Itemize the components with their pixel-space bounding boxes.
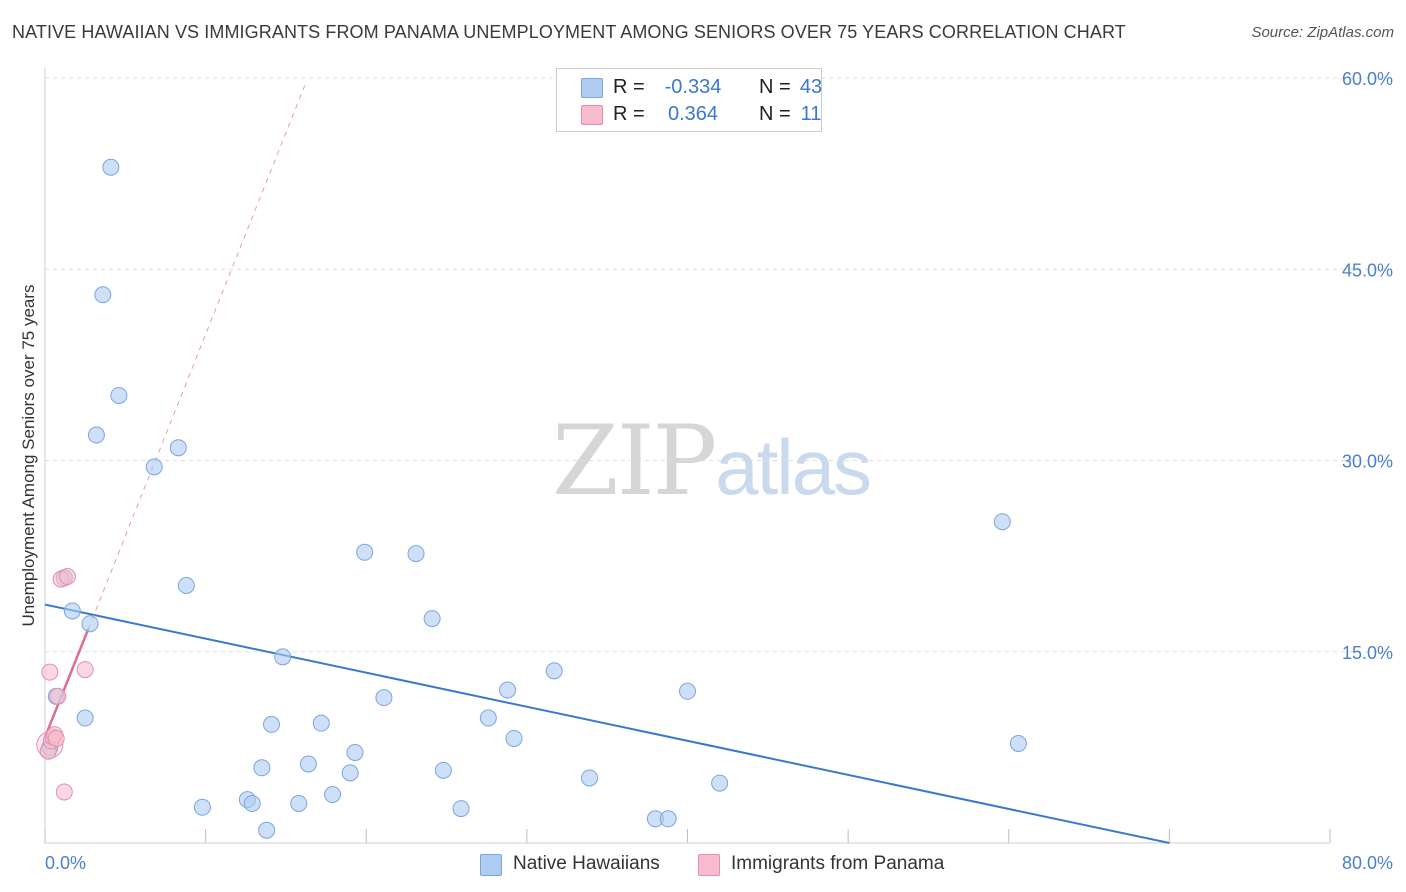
data-point-native-hawaiian — [94, 286, 112, 304]
data-point-native-hawaiian — [659, 810, 677, 828]
trend-line-panama — [43, 628, 90, 738]
data-point-panama — [76, 661, 94, 679]
chart-title: NATIVE HAWAIIAN VS IMMIGRANTS FROM PANAM… — [12, 22, 1126, 42]
data-point-native-hawaiian — [993, 513, 1011, 531]
legend-swatch-pink — [581, 105, 603, 125]
data-point-native-hawaiian — [299, 755, 317, 773]
data-point-native-hawaiian — [434, 761, 452, 779]
data-point-native-hawaiian — [407, 545, 425, 563]
data-point-native-hawaiian — [145, 458, 163, 476]
data-point-native-hawaiian — [356, 543, 374, 561]
grid-lines — [45, 77, 1392, 653]
legend-label: Native Hawaiians — [513, 853, 660, 874]
legend-n-label: N = — [759, 103, 791, 125]
tick-labels: 15.0% 30.0% 45.0% 60.0% 0.0% 80.0% Unemploymen… — [19, 69, 1393, 873]
data-point-native-hawaiian — [423, 610, 441, 628]
data-point-native-hawaiian — [346, 743, 364, 761]
x-tick-label: 80.0% — [1342, 853, 1393, 873]
legend-n-value: 43 — [799, 76, 823, 98]
data-point-native-hawaiian — [290, 794, 308, 812]
legend-swatch-pink — [698, 854, 720, 876]
y-tick-label: 15.0% — [1342, 643, 1393, 663]
data-point-native-hawaiian — [545, 662, 563, 680]
data-point-native-hawaiian — [479, 709, 497, 727]
y-tick-label: 60.0% — [1342, 69, 1393, 89]
data-point-native-hawaiian — [253, 759, 271, 777]
data-point-native-hawaiian — [341, 764, 359, 782]
watermark-atlas: atlas — [715, 423, 872, 511]
data-point-panama — [55, 783, 73, 801]
legend-r-value: -0.334 — [664, 76, 722, 98]
data-point-native-hawaiian — [312, 714, 330, 732]
x-tick-label: 0.0% — [45, 853, 86, 873]
trend-lines — [43, 84, 1170, 844]
data-point-native-hawaiian — [177, 576, 195, 594]
legend-n-label: N = — [759, 76, 791, 98]
data-point-native-hawaiian — [110, 386, 128, 404]
data-point-native-hawaiian — [679, 682, 696, 700]
data-point-native-hawaiian — [258, 821, 276, 839]
data-point-native-hawaiian — [452, 800, 470, 818]
data-point-native-hawaiian — [76, 709, 94, 727]
data-point-native-hawaiian — [81, 615, 99, 633]
watermark-zip: ZIP — [552, 405, 717, 517]
data-point-native-hawaiian — [243, 794, 261, 812]
data-point-panama — [47, 729, 65, 747]
data-point-native-hawaiian — [375, 689, 393, 707]
trend-line-native-hawaiians — [44, 603, 1170, 844]
data-point-panama — [41, 663, 59, 681]
data-point-native-hawaiian — [193, 798, 211, 816]
data-point-native-hawaiian — [1009, 735, 1027, 753]
data-point-native-hawaiian — [505, 729, 523, 747]
data-points — [36, 158, 1027, 839]
correlation-legend: R = -0.334 N = 43 R = 0.364 N = 11 — [556, 68, 822, 132]
legend-n-value: 11 — [800, 103, 822, 125]
axes — [44, 68, 1331, 844]
source-label: Source: ZipAtlas.com — [1251, 24, 1394, 41]
data-point-native-hawaiian — [102, 158, 120, 176]
watermark: ZIPatlas — [552, 405, 872, 517]
data-point-native-hawaiian — [262, 715, 280, 733]
data-point-panama — [49, 687, 67, 705]
data-point-native-hawaiian — [499, 681, 517, 699]
y-axis-label: Unemployment Among Seniors over 75 years — [19, 284, 38, 626]
legend-swatch-blue — [480, 854, 502, 876]
data-point-native-hawaiian — [581, 769, 599, 787]
y-tick-label: 30.0% — [1342, 452, 1393, 472]
data-point-native-hawaiian — [274, 648, 292, 666]
legend-swatch-blue — [581, 78, 603, 98]
data-point-native-hawaiian — [324, 786, 342, 804]
data-point-native-hawaiian — [87, 426, 105, 444]
y-tick-label: 45.0% — [1342, 260, 1393, 280]
legend-label: Immigrants from Panama — [731, 853, 945, 874]
legend-r-label: R = — [613, 103, 645, 125]
data-point-native-hawaiian — [169, 439, 187, 457]
trend-line-panama-extended — [87, 84, 306, 629]
data-point-native-hawaiian — [63, 602, 81, 620]
data-point-panama — [58, 568, 76, 586]
data-point-native-hawaiian — [711, 774, 729, 792]
legend-r-value: 0.364 — [667, 103, 719, 125]
legend-r-label: R = — [613, 76, 645, 98]
